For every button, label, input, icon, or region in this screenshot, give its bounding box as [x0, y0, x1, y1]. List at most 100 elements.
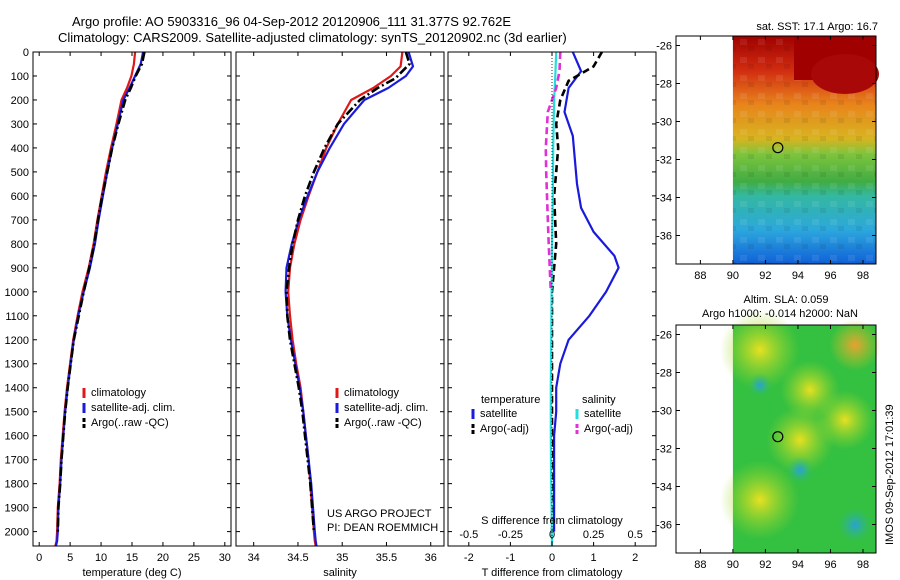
- map-y-tick-label: -30: [656, 117, 672, 129]
- y-tick-label: 1900: [5, 503, 29, 515]
- legend-label: Argo(-adj): [584, 423, 633, 435]
- series-line-satellite-adj-clim-: [284, 51, 415, 547]
- map-y-tick-label: -36: [656, 231, 672, 243]
- credit-line1: US ARGO PROJECT: [327, 508, 432, 520]
- sla-anomaly-blob: [829, 319, 881, 371]
- y-tick-label: 0: [23, 47, 29, 59]
- sla-anomaly-blob: [720, 310, 800, 390]
- y-tick-label: 1000: [5, 287, 29, 299]
- map-y-tick-label: -36: [656, 520, 672, 532]
- map-x-tick-label: 88: [694, 559, 706, 571]
- figure-title-line1: Argo profile: AO 5903316_96 04-Sep-2012 …: [72, 14, 511, 29]
- x-axis-label: T difference from climatology: [482, 567, 623, 579]
- sla-title: Altim. SLA: 0.059: [744, 294, 829, 306]
- map-y-tick-label: -34: [656, 482, 672, 494]
- map-x-tick-label: 90: [727, 270, 739, 282]
- y-tick-label: 100: [11, 71, 29, 83]
- y-tick-label: 600: [11, 191, 29, 203]
- legend-label: satellite-adj. clim.: [344, 402, 428, 414]
- map-y-tick-label: -28: [656, 368, 672, 380]
- profile-panel-3: -2 -1 0 1 2 T difference from climatology -0.5…: [447, 51, 657, 579]
- y-tick-label: 1700: [5, 455, 29, 467]
- x-tick-label: -2: [464, 552, 474, 564]
- y-tick-label: 1400: [5, 383, 29, 395]
- s-diff-tick-label: -0.25: [498, 529, 523, 541]
- legend-group-title: salinity: [582, 394, 616, 406]
- legend-label: climatology: [344, 387, 400, 399]
- series-line-satellite-adj-clim-: [54, 51, 145, 547]
- map-x-tick-label: 98: [857, 270, 869, 282]
- argo-float-marker: [772, 431, 784, 443]
- x-tick-label: 1: [591, 552, 597, 564]
- x-tick-label: 34.5: [287, 552, 308, 564]
- x-tick-label: 10: [95, 552, 107, 564]
- x-tick-label: 36: [425, 552, 437, 564]
- legend-label: satellite: [584, 408, 621, 420]
- series-line-salinity-argo-adj-: [544, 51, 562, 292]
- x-tick-label: 5: [67, 552, 73, 564]
- y-tick-label: 300: [11, 119, 29, 131]
- series-line-salinity-satellite: [549, 51, 558, 547]
- series-line-argo-raw-qc-: [285, 51, 411, 532]
- y-tick-label: 1500: [5, 407, 29, 419]
- x-tick-label: 35.5: [376, 552, 397, 564]
- s-diff-tick-label: -0.5: [459, 529, 478, 541]
- x-tick-label: 15: [126, 552, 138, 564]
- x-tick-label: -1: [506, 552, 516, 564]
- map-y-tick-label: -28: [656, 79, 672, 91]
- x-tick-label: 30: [219, 552, 231, 564]
- map-x-tick-label: 92: [759, 559, 771, 571]
- map-y-tick-label: -30: [656, 406, 672, 418]
- map-y-tick-label: -26: [656, 330, 672, 342]
- legend-label: Argo(..raw -QC): [344, 417, 422, 429]
- map-x-tick-label: 94: [792, 270, 804, 282]
- sla-anomaly-blob: [780, 360, 840, 420]
- map-x-tick-label: 96: [824, 559, 836, 571]
- panel-3-series: [544, 51, 620, 547]
- x-tick-label: 20: [157, 552, 169, 564]
- credit-line2: PI: DEAN ROEMMICH: [327, 522, 438, 534]
- map-y-tick-label: -32: [656, 444, 672, 456]
- y-tick-label: 400: [11, 143, 29, 155]
- profile-panel-2: 34 34.5 35 35.5 36 salinity climatology satelli…: [235, 51, 445, 579]
- map-x-tick-label: 98: [857, 559, 869, 571]
- x-tick-label: 0: [549, 552, 555, 564]
- map-frame: [675, 35, 877, 265]
- series-line-temperature-argo-adj-: [550, 51, 604, 532]
- panel-1-frame: [32, 51, 232, 547]
- legend-group-title: temperature: [481, 394, 540, 406]
- map-x-tick-label: 92: [759, 270, 771, 282]
- timestamp-side-label: IMOS 09-Sep-2012 17:01:39: [884, 404, 896, 545]
- y-tick-label: 800: [11, 239, 29, 251]
- panel-2-series: [284, 51, 415, 547]
- series-line-temperature-satellite: [552, 51, 620, 532]
- map-x-tick-label: 94: [792, 559, 804, 571]
- panel-1-series: [54, 51, 146, 547]
- map-panel-2: 88 90 92 94 96 98 -26 -28 -30 -32 -34 -36 Altim. SLA…: [656, 294, 881, 571]
- map-panel-1: 88 90 92 94 96 98 -26 -28 -30 -32 -34 -36 sat. SST: …: [656, 21, 879, 282]
- map-y-tick-label: -32: [656, 155, 672, 167]
- sst-warm-patch: [811, 54, 879, 94]
- panel-2-frame: [235, 51, 445, 547]
- x-tick-label: 0: [36, 552, 42, 564]
- y-tick-label: 500: [11, 167, 29, 179]
- legend-label: satellite: [480, 408, 517, 420]
- sla-anomaly-blob: [837, 507, 873, 543]
- y-tick-label: 1600: [5, 431, 29, 443]
- y-tick-label: 1800: [5, 479, 29, 491]
- x-axis-label: temperature (deg C): [82, 567, 181, 579]
- x-tick-label: 25: [188, 552, 200, 564]
- argo-float-marker: [772, 142, 784, 154]
- sla-anomaly-blob: [786, 456, 814, 484]
- s-diff-axis-label: S difference from climatology: [481, 515, 623, 527]
- y-tick-label: 1100: [5, 311, 29, 323]
- legend-label: Argo(-adj): [480, 423, 529, 435]
- sst-title: sat. SST: 17.1 Argo: 16.7: [756, 21, 878, 33]
- y-tick-label: 700: [11, 215, 29, 227]
- figure-title-line2: Climatology: CARS2009. Satellite-adjuste…: [58, 30, 567, 45]
- map-x-tick-label: 90: [727, 559, 739, 571]
- x-axis-label: salinity: [323, 567, 357, 579]
- x-tick-label: 35: [336, 552, 348, 564]
- y-tick-label: 1200: [5, 335, 29, 347]
